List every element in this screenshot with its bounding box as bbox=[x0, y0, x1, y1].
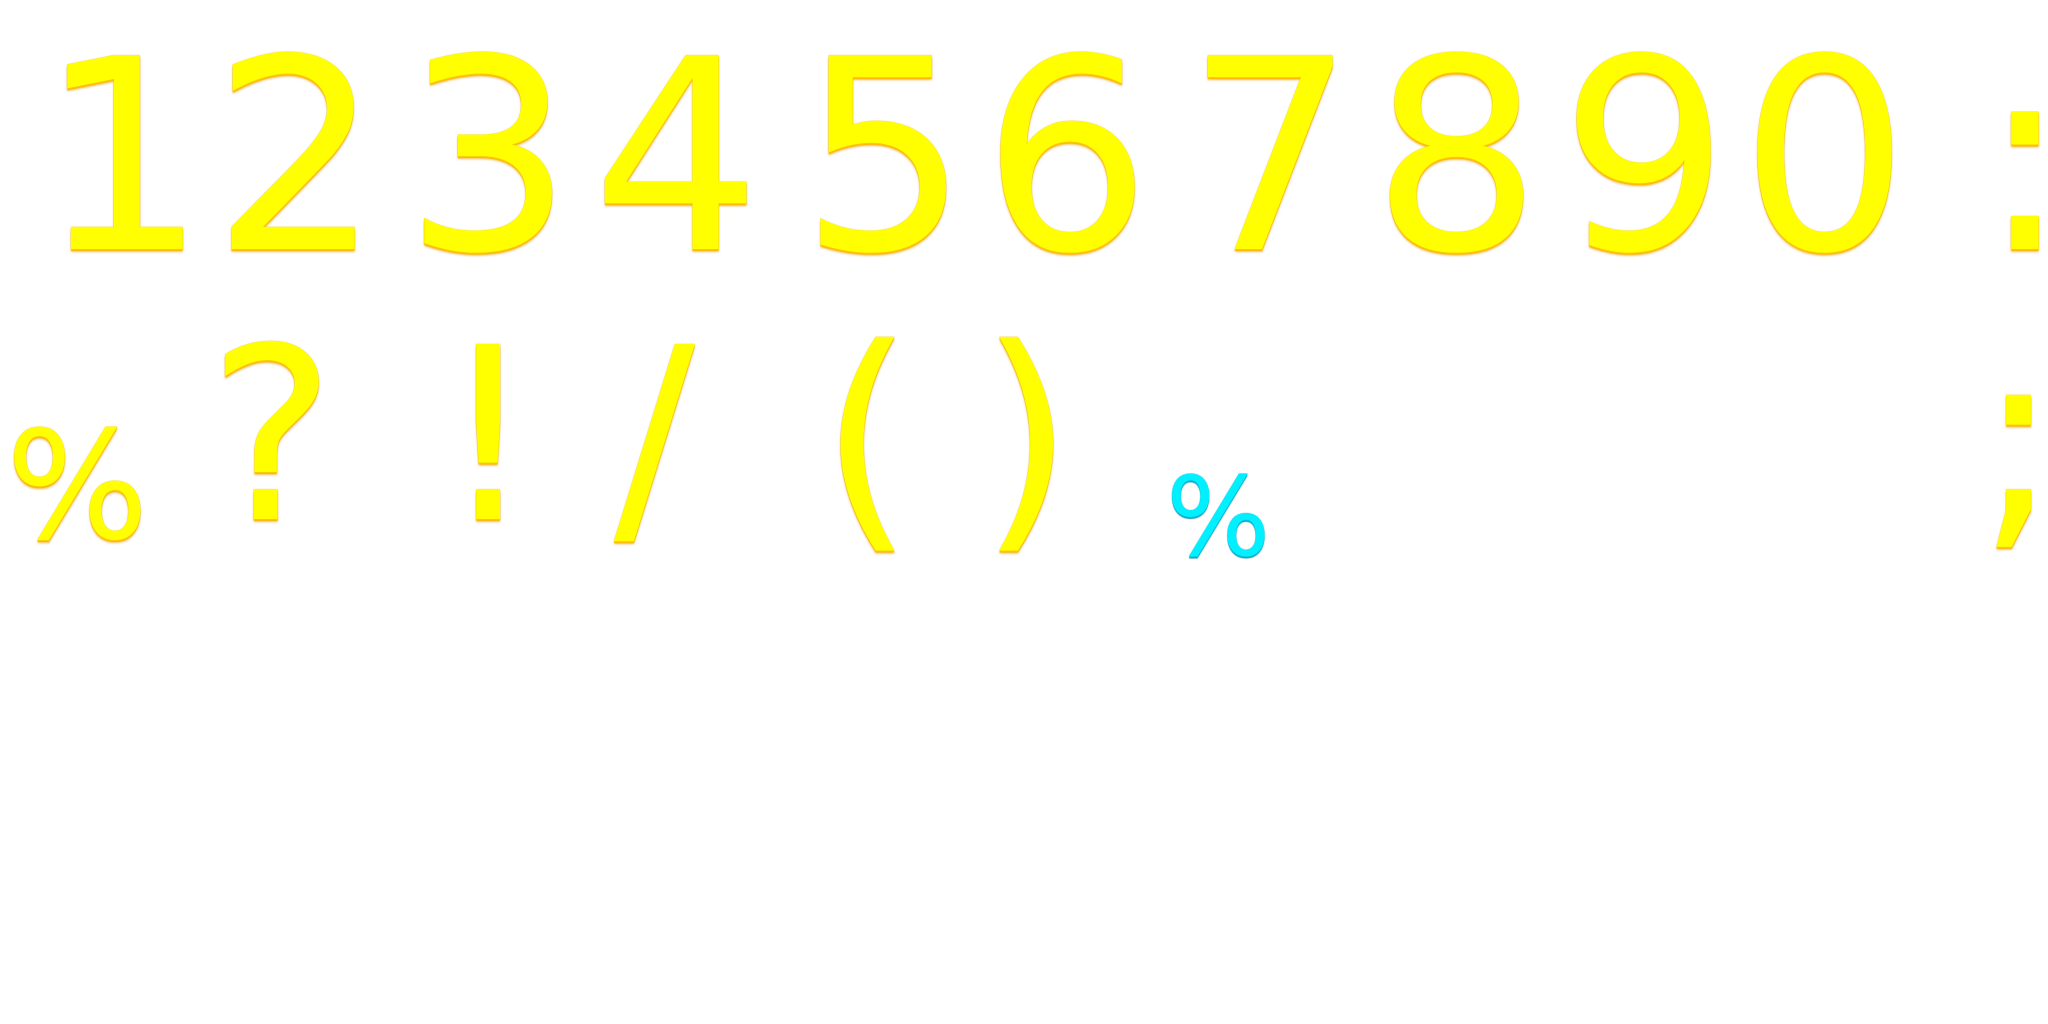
glyph-digit-2: 2 bbox=[212, 2, 382, 312]
glyph-digit-5: 5 bbox=[800, 2, 970, 312]
glyph-digit-6: 6 bbox=[982, 2, 1152, 312]
glyph-digit-1: 1 bbox=[38, 2, 208, 312]
glyph-exclamation-mark: ! bbox=[440, 296, 537, 576]
glyph-colon: : bbox=[1980, 24, 2048, 290]
glyph-slash: / bbox=[614, 296, 695, 576]
glyph-digit-8: 8 bbox=[1372, 2, 1542, 312]
glyph-question-mark: ? bbox=[208, 296, 336, 576]
glyph-digit-9: 9 bbox=[1560, 2, 1730, 312]
glyph-digit-4: 4 bbox=[592, 2, 762, 312]
glyph-digit-7: 7 bbox=[1186, 2, 1356, 312]
glyph-percent-cyan: % bbox=[1166, 453, 1271, 581]
glyph-semicolon: ; bbox=[1978, 316, 2048, 556]
glyph-left-parenthesis: ( bbox=[820, 296, 914, 576]
glyph-percent: % bbox=[6, 400, 149, 574]
glyph-digit-0: 0 bbox=[1740, 2, 1910, 312]
glyph-digit-3: 3 bbox=[404, 2, 574, 312]
glyph-right-parenthesis: ) bbox=[980, 296, 1074, 576]
